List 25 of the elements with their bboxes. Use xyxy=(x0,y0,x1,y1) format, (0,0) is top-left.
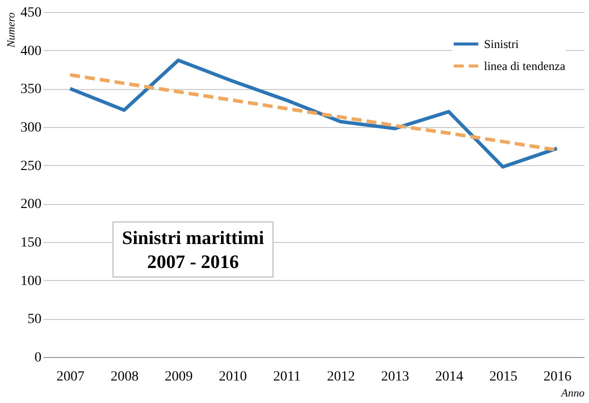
y-tick-label: 250 xyxy=(20,158,42,174)
y-tick-label: 200 xyxy=(20,197,42,212)
y-tick-label: 400 xyxy=(20,44,42,59)
x-axis-title: Anno xyxy=(560,388,585,400)
y-tick-label: 150 xyxy=(20,236,42,250)
legend-label: linea di tendenza xyxy=(484,59,566,73)
y-tick-label: 50 xyxy=(28,312,42,328)
x-tick-label: 2012 xyxy=(327,370,356,384)
x-tick-label: 2015 xyxy=(489,370,518,384)
y-axis-title: Numero xyxy=(6,12,18,49)
x-tick-label: 2007 xyxy=(56,370,85,384)
y-tick-label: 350 xyxy=(20,82,42,98)
x-tick-label: 2010 xyxy=(218,370,247,384)
x-tick-label: 2008 xyxy=(110,370,139,384)
x-tick-label: 2009 xyxy=(164,370,193,384)
y-tick-label: 100 xyxy=(20,274,42,289)
x-tick-label: 2011 xyxy=(273,370,301,384)
legend-label: Sinistri xyxy=(484,37,520,51)
y-tick-label: 300 xyxy=(20,120,42,136)
x-tick-label: 2016 xyxy=(543,370,572,384)
x-tick-label: 2014 xyxy=(435,370,464,384)
x-tick-label: 2013 xyxy=(381,370,410,384)
text: Sinistri marittimi 2007 - 2016 xyxy=(122,228,264,273)
y-tick-label: 450 xyxy=(20,6,42,20)
y-tick-label: 0 xyxy=(34,350,42,366)
